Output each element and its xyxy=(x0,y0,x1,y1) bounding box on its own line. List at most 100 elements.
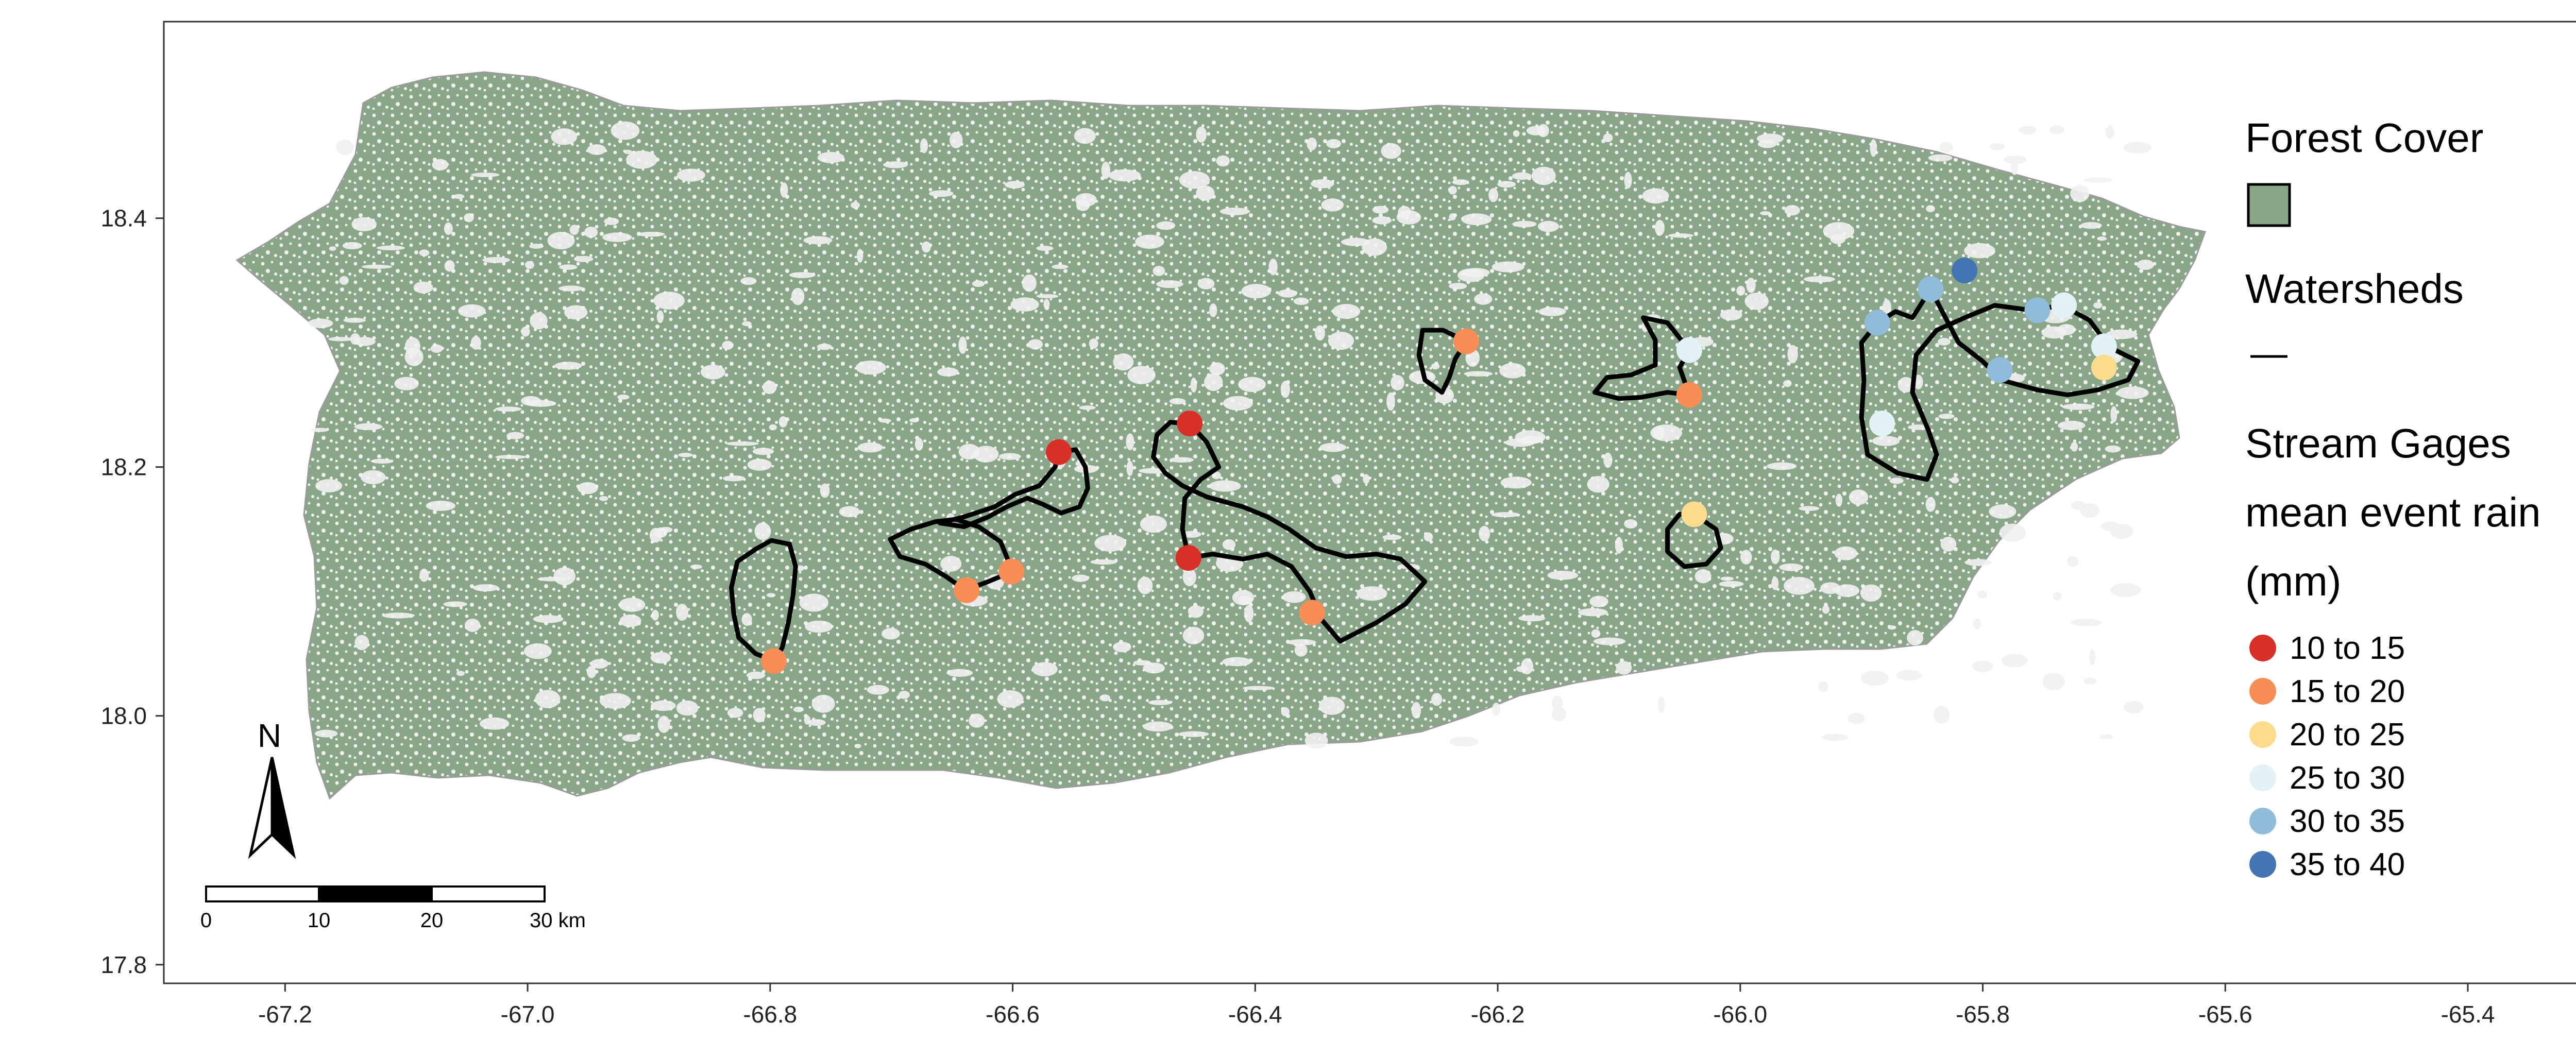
forest-gap xyxy=(2123,701,2144,714)
forest-gap xyxy=(1744,292,1769,310)
forest-gap xyxy=(524,261,535,269)
forest-gap xyxy=(946,669,973,677)
forest-gap xyxy=(1188,605,1204,618)
forest-gap xyxy=(1005,181,1025,189)
forest-gap xyxy=(599,693,631,709)
forest-gap xyxy=(1431,693,1443,706)
scale-bar-label: 10 xyxy=(308,909,331,932)
forest-gap xyxy=(950,131,963,149)
forest-gap xyxy=(1479,525,1490,541)
forest-gap xyxy=(1076,199,1090,211)
forest-gap xyxy=(656,310,664,323)
forest-gap xyxy=(1448,283,1467,289)
legend-class-swatch xyxy=(2249,721,2276,748)
forest-gap xyxy=(1999,523,2026,542)
forest-gap xyxy=(1222,657,1252,667)
forest-gap xyxy=(482,257,510,263)
forest-gap xyxy=(2093,302,2103,309)
forest-gap xyxy=(1512,220,1537,228)
forest-gap xyxy=(530,312,548,330)
watershed-outline xyxy=(1416,328,1469,395)
forest-gap xyxy=(1848,712,1865,724)
forest-gap xyxy=(867,685,889,695)
forest-gap xyxy=(419,568,429,582)
forest-gap xyxy=(1280,381,1291,398)
forest-gap xyxy=(1767,462,1797,470)
forest-gap xyxy=(1423,532,1433,542)
forest-gap xyxy=(928,190,954,197)
forest-gap xyxy=(883,161,908,168)
north-arrow-label: N xyxy=(258,717,281,754)
forest-gap xyxy=(1889,478,1904,484)
forest-gap xyxy=(1803,276,1835,283)
forest-gap xyxy=(914,437,923,451)
forest-gap xyxy=(940,556,962,572)
forest-gap xyxy=(1603,133,1613,143)
forest-gap xyxy=(1094,535,1127,552)
forest-gap xyxy=(404,337,420,355)
forest-gap xyxy=(370,458,394,464)
forest-gap xyxy=(2011,160,2018,175)
forest-gap xyxy=(1315,325,1326,341)
forest-gap xyxy=(336,139,354,155)
forest-gap xyxy=(1928,154,1953,162)
forest-gap xyxy=(817,343,832,350)
forest-gap xyxy=(909,418,919,423)
forest-gap xyxy=(1516,666,1528,672)
forest-gap xyxy=(1363,474,1370,484)
forest-gap xyxy=(1448,186,1457,195)
forest-gap xyxy=(1989,504,2016,519)
stream-gage-point xyxy=(1046,439,1072,465)
legend-watersheds-title: Watersheds xyxy=(2245,266,2464,312)
forest-gap xyxy=(1655,219,1665,236)
legend-class-label: 25 to 30 xyxy=(2290,760,2405,796)
forest-gap xyxy=(1887,625,1896,630)
forest-gap xyxy=(1822,734,1849,741)
forest-gap xyxy=(2137,260,2154,270)
forest-gap xyxy=(2110,406,2117,423)
forest-gap xyxy=(1101,161,1110,179)
forest-gap xyxy=(1926,205,1935,212)
forest-gap xyxy=(1431,363,1440,370)
forest-gap xyxy=(622,734,640,742)
forest-gaps-group xyxy=(308,121,2154,749)
forest-gap xyxy=(1090,559,1117,565)
forest-gap xyxy=(1126,433,1134,450)
forest-gap xyxy=(1372,216,1392,225)
forest-gap xyxy=(1238,377,1266,392)
forest-gap xyxy=(470,173,500,177)
forest-gap xyxy=(535,690,561,708)
forest-gap xyxy=(1319,442,1347,452)
forest-gap xyxy=(619,614,641,627)
forest-gap xyxy=(1950,476,1959,484)
forest-gap xyxy=(1099,694,1111,702)
forest-gap xyxy=(1332,474,1342,485)
forest-gap xyxy=(1010,297,1039,312)
forest-gap xyxy=(1694,569,1711,584)
forest-gap xyxy=(602,232,632,242)
forest-gap xyxy=(464,213,474,223)
forest-gap xyxy=(1499,363,1526,379)
forest-gap xyxy=(351,217,377,232)
forest-gap xyxy=(789,272,816,278)
forest-gap xyxy=(458,304,486,318)
forest-gap xyxy=(559,264,578,270)
legend-classes: 10 to 15 15 to 20 20 to 25 25 to 30 30 to 35… xyxy=(2249,630,2405,882)
forest-gap xyxy=(2049,125,2064,134)
forest-gap xyxy=(1938,337,1951,346)
forest-gap xyxy=(1973,618,1981,629)
forest-gap xyxy=(793,706,804,712)
scale-bar: 0 10 20 30 km xyxy=(200,885,586,932)
forest-gap xyxy=(1282,591,1306,603)
forest-gap xyxy=(2019,126,2037,135)
forest-gap xyxy=(1074,128,1096,144)
panel-border xyxy=(163,21,2576,984)
forest-gap xyxy=(722,475,745,482)
forest-gap xyxy=(2042,673,2065,690)
forest-gap xyxy=(354,635,369,651)
forest-gap xyxy=(1578,608,1608,617)
forest-gap xyxy=(753,708,766,723)
stream-gage-point xyxy=(1681,501,1707,527)
forest-gap xyxy=(1521,436,1544,444)
forest-gap xyxy=(1526,126,1546,135)
